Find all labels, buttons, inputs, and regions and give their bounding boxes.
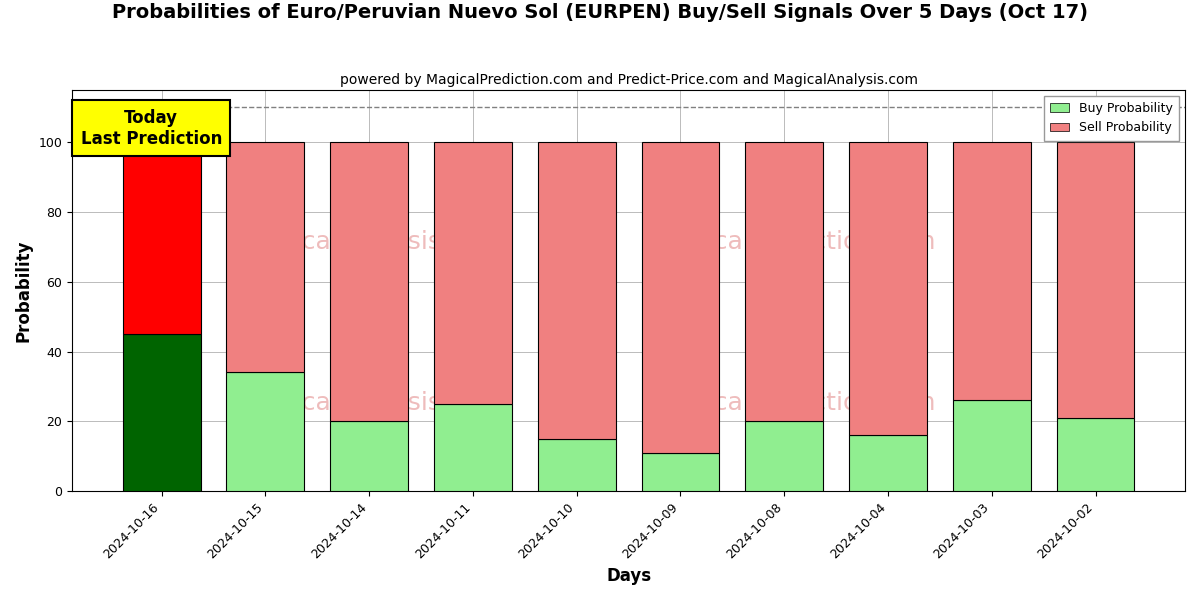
Bar [227, 373, 305, 491]
Text: MagicalAnalysis.com: MagicalAnalysis.com [242, 391, 503, 415]
Bar [538, 439, 616, 491]
Bar [1056, 418, 1134, 491]
Text: Probabilities of Euro/Peruvian Nuevo Sol (EURPEN) Buy/Sell Signals Over 5 Days (: Probabilities of Euro/Peruvian Nuevo Sol… [112, 3, 1088, 22]
Bar [850, 436, 926, 491]
Bar [122, 142, 200, 334]
Legend: Buy Probability, Sell Probability: Buy Probability, Sell Probability [1044, 96, 1178, 140]
Title: powered by MagicalPrediction.com and Predict-Price.com and MagicalAnalysis.com: powered by MagicalPrediction.com and Pre… [340, 73, 918, 87]
Bar [850, 142, 926, 436]
Bar [330, 142, 408, 421]
Bar [330, 421, 408, 491]
Bar [953, 142, 1031, 400]
Y-axis label: Probability: Probability [16, 239, 34, 341]
Text: Today
Last Prediction: Today Last Prediction [80, 109, 222, 148]
Bar [642, 142, 719, 453]
Bar [1056, 142, 1134, 418]
Bar [122, 334, 200, 491]
X-axis label: Days: Days [606, 567, 652, 585]
Bar [745, 142, 823, 421]
Bar [953, 400, 1031, 491]
Bar [227, 142, 305, 373]
Bar [642, 453, 719, 491]
Bar [538, 142, 616, 439]
Bar [434, 404, 512, 491]
Text: MagicalPrediction.com: MagicalPrediction.com [655, 230, 936, 254]
Bar [745, 421, 823, 491]
Text: MagicalAnalysis.com: MagicalAnalysis.com [242, 230, 503, 254]
Text: MagicalPrediction.com: MagicalPrediction.com [655, 391, 936, 415]
Bar [434, 142, 512, 404]
